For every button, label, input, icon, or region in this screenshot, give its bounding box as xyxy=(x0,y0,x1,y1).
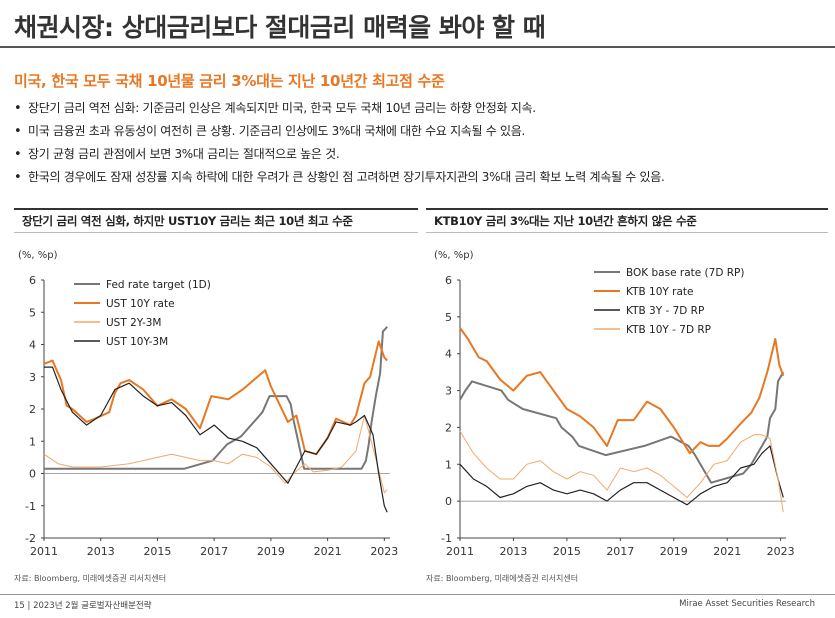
series-line-3 xyxy=(459,445,784,506)
left-chart-title: 장단기 금리 역전 심화, 하지만 UST10Y 금리는 최근 10년 최고 수… xyxy=(14,208,418,233)
footer-brand: Mirae Asset Securities Research xyxy=(679,599,815,609)
series-line-4 xyxy=(459,430,784,513)
y-tick-label: 1 xyxy=(445,458,452,471)
x-tick-label: 2017 xyxy=(200,545,228,558)
legend-label: UST 10Y rate xyxy=(106,298,175,310)
legend-label: KTB 3Y - 7D RP xyxy=(626,305,704,317)
x-tick-label: 2013 xyxy=(499,545,527,558)
x-tick-label: 2021 xyxy=(314,545,342,558)
x-tick-label: 2019 xyxy=(660,545,688,558)
y-tick-label: 5 xyxy=(29,306,36,319)
footer-page-info: 15 | 2023년 2월 글로벌자산배분전략 xyxy=(14,601,152,611)
x-tick-label: 2023 xyxy=(767,545,795,558)
y-tick-label: 6 xyxy=(445,274,452,287)
series-line-4 xyxy=(44,366,388,513)
x-tick-label: 2019 xyxy=(257,545,285,558)
x-tick-label: 2017 xyxy=(606,545,634,558)
y-tick-label: 1 xyxy=(29,435,36,448)
y-tick-label: 4 xyxy=(445,348,452,361)
bullet-list: 장단기 금리 역전 심화: 기준금리 인상은 계속되지만 미국, 한국 모두 국… xyxy=(14,97,665,189)
y-tick-label: 0 xyxy=(29,468,36,481)
y-tick-label: 3 xyxy=(445,385,452,398)
series-line-2 xyxy=(459,327,785,455)
y-tick-label: 2 xyxy=(29,403,36,416)
legend-label: Fed rate target (1D) xyxy=(106,279,211,291)
series-line-1 xyxy=(44,326,388,470)
y-tick-label: 4 xyxy=(29,339,36,352)
legend-label: UST 10Y-3M xyxy=(106,336,168,348)
y-tick-label: -2 xyxy=(25,532,36,545)
bullet-item: 미국 금융권 초과 유동성이 여전히 큰 상황. 기준금리 인상에도 3%대 국… xyxy=(14,120,664,143)
legend-label: BOK base rate (7D RP) xyxy=(626,267,744,279)
bullet-item: 한국의 경우에도 잠재 성장률 지속 하락에 대한 우려가 큰 상황인 점 고려… xyxy=(14,166,665,189)
y-axis-label: (%, %p) xyxy=(434,250,474,261)
x-tick-label: 2023 xyxy=(370,545,398,558)
y-tick-label: -1 xyxy=(441,532,452,545)
page-title: 채권시장: 상대금리보다 절대금리 매력을 봐야 할 때 xyxy=(14,13,546,42)
bullet-item: 장단기 금리 역전 심화: 기준금리 인상은 계속되지만 미국, 한국 모두 국… xyxy=(14,97,664,120)
series-line-1 xyxy=(459,371,785,484)
title-divider xyxy=(0,46,835,48)
x-tick-label: 2015 xyxy=(143,545,171,558)
y-tick-label: 2 xyxy=(445,421,452,434)
x-tick-label: 2011 xyxy=(30,545,58,558)
bullet-item: 장기 균형 금리 관점에서 보면 3%대 금리는 절대적으로 높은 것. xyxy=(14,143,664,166)
y-axis-label: (%, %p) xyxy=(18,250,58,261)
y-tick-label: -1 xyxy=(25,500,36,513)
legend-label: UST 2Y-3M xyxy=(106,317,161,329)
y-tick-label: 0 xyxy=(445,495,452,508)
x-tick-label: 2015 xyxy=(553,545,581,558)
y-tick-label: 6 xyxy=(29,274,36,287)
x-tick-label: 2013 xyxy=(87,545,115,558)
legend-label: KTB 10Y rate xyxy=(626,286,693,298)
series-line-2 xyxy=(43,340,388,456)
legend-label: KTB 10Y - 7D RP xyxy=(626,324,711,336)
y-tick-label: 3 xyxy=(29,371,36,384)
left-chart-source: 자료: Bloomberg, 미래에셋증권 리서치센터 xyxy=(14,574,167,583)
series-line-3 xyxy=(43,415,388,494)
right-chart-title: KTB10Y 금리 3%대는 지난 10년간 흔하지 않은 수준 xyxy=(426,208,828,233)
x-tick-label: 2021 xyxy=(713,545,741,558)
right-chart-source: 자료: Bloomberg, 미래에셋증권 리서치센터 xyxy=(426,574,579,583)
y-tick-label: 5 xyxy=(445,311,452,324)
x-tick-label: 2011 xyxy=(446,545,474,558)
page-subtitle: 미국, 한국 모두 국채 10년물 금리 3%대는 지난 10년간 최고점 수준 xyxy=(14,72,445,90)
footer-divider xyxy=(0,594,835,595)
